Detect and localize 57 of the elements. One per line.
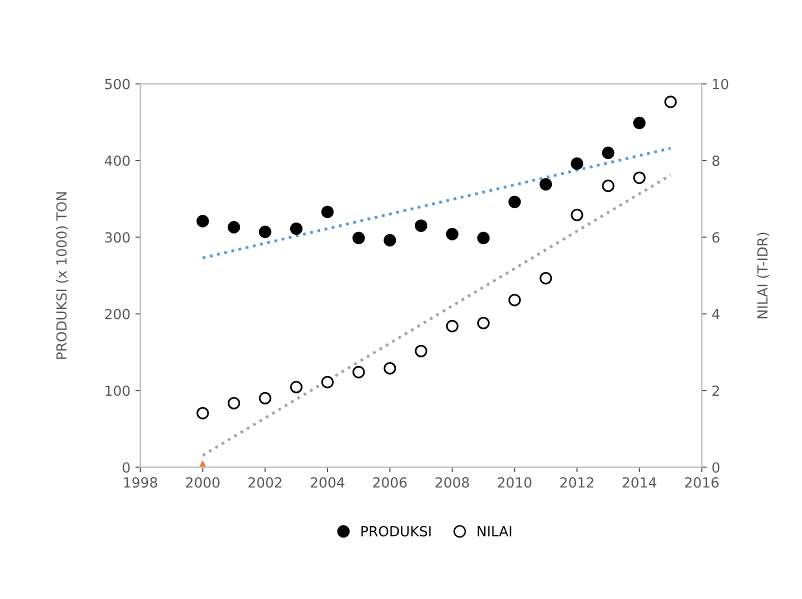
point [508, 294, 521, 306]
x-tick-label: 2008 [436, 477, 469, 488]
point [540, 178, 552, 191]
y2-tick-label: 0 [712, 462, 720, 473]
point [633, 116, 646, 130]
point [602, 180, 614, 192]
x-tick-label: 2002 [248, 477, 282, 488]
y2-tick-label: 2 [712, 386, 719, 396]
x-tick-label: 2014 [622, 477, 656, 488]
point [508, 196, 521, 208]
y2-tick-label: 6 [712, 232, 720, 243]
point [446, 228, 458, 240]
y2-axis-title: NILAI (T-IDR) [756, 232, 770, 318]
point [196, 214, 209, 228]
point [570, 157, 584, 170]
point [384, 234, 396, 246]
point [446, 320, 458, 332]
point [477, 316, 490, 330]
x-tick-label: 2004 [310, 477, 344, 488]
y-tick-label: 400 [104, 156, 130, 166]
point [602, 146, 614, 160]
point [290, 222, 303, 235]
point [664, 96, 677, 108]
y2-tick-label: 4 [712, 309, 720, 320]
point [321, 376, 334, 388]
y2-tick-label: 10 [713, 78, 728, 90]
x-tick-label: 2012 [560, 477, 594, 488]
point [414, 219, 428, 232]
x-tick-label: 2000 [186, 477, 220, 488]
point [258, 226, 272, 238]
point [290, 380, 303, 394]
y-tick-label: 0 [122, 462, 130, 473]
legend-label: NILAI [478, 526, 512, 536]
point [540, 272, 552, 284]
point [321, 206, 334, 218]
x-tick-label: 1998 [124, 477, 158, 488]
y-axis-title: PRODUKSI (x 1000) TON [56, 192, 68, 359]
point [228, 221, 240, 234]
y-tick-label: 200 [105, 308, 130, 320]
legend-label: PRODUKSI [361, 526, 431, 536]
point [414, 344, 428, 358]
point [196, 406, 209, 420]
point [228, 396, 240, 410]
x-tick-label: 2016 [685, 477, 719, 488]
point [477, 232, 490, 244]
point [570, 208, 584, 222]
point [352, 232, 365, 244]
x-tick-label: 2006 [373, 477, 407, 488]
point [384, 362, 396, 375]
x-tick-label: 2010 [498, 477, 532, 488]
y-tick-label: 100 [106, 386, 130, 396]
y2-tick-label: 8 [712, 156, 720, 166]
y-tick-label: 300 [105, 232, 130, 243]
y-tick-label: 500 [105, 78, 130, 90]
point [258, 392, 272, 404]
point [352, 366, 365, 378]
point [633, 172, 646, 184]
